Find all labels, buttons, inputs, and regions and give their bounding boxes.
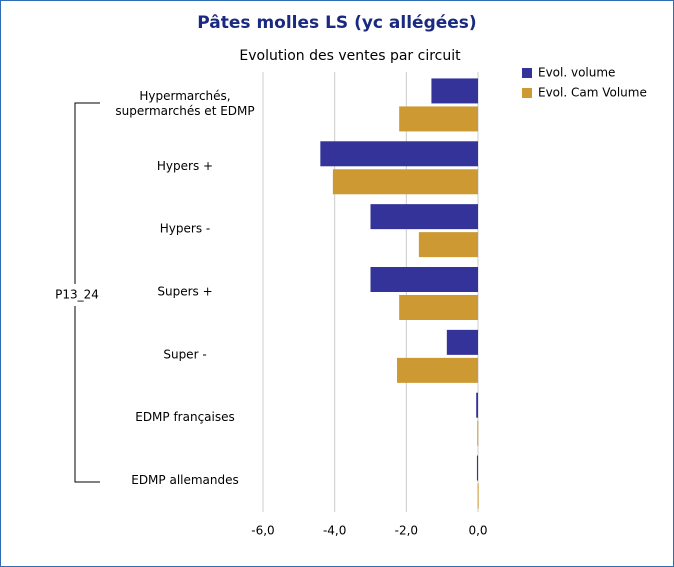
bar [477,483,479,509]
y-tick-label: EDMP françaises [135,410,235,424]
bar [476,455,478,481]
y-tick-label: Supers + [157,285,212,299]
group-label: P13_24 [55,288,99,302]
bar [370,204,478,230]
bar [370,267,478,292]
x-tick-label: 0,0 [468,524,487,538]
y-tick-label: Hypers - [160,222,210,236]
x-tick-label: -2,0 [395,524,418,538]
legend-swatch [522,88,532,98]
bar [418,232,478,258]
legend-label: Evol. volume [538,66,615,80]
bar [446,329,478,355]
bar [476,392,478,418]
bar [399,295,478,320]
y-tick-label: EDMP allemandes [131,473,239,487]
group-label-bg [55,284,99,306]
y-tick-label: Hypermarchés, supermarchés et EDMP [115,88,254,117]
y-tick-label: Hypers + [157,159,213,173]
x-tick-label: -4,0 [323,524,346,538]
chart-title: Pâtes molles LS (yc allégées) [197,13,476,33]
bar [320,141,478,167]
bar [397,357,478,383]
x-tick-label: -6,0 [251,524,274,538]
chart-subtitle: Evolution des ventes par circuit [239,48,461,64]
bar [477,420,479,446]
legend-swatch [522,68,532,78]
y-tick-label: Super - [163,347,206,361]
bar [332,169,478,195]
legend-label: Evol. Cam Volume [538,86,647,100]
bar [399,106,478,132]
bar [431,78,478,104]
